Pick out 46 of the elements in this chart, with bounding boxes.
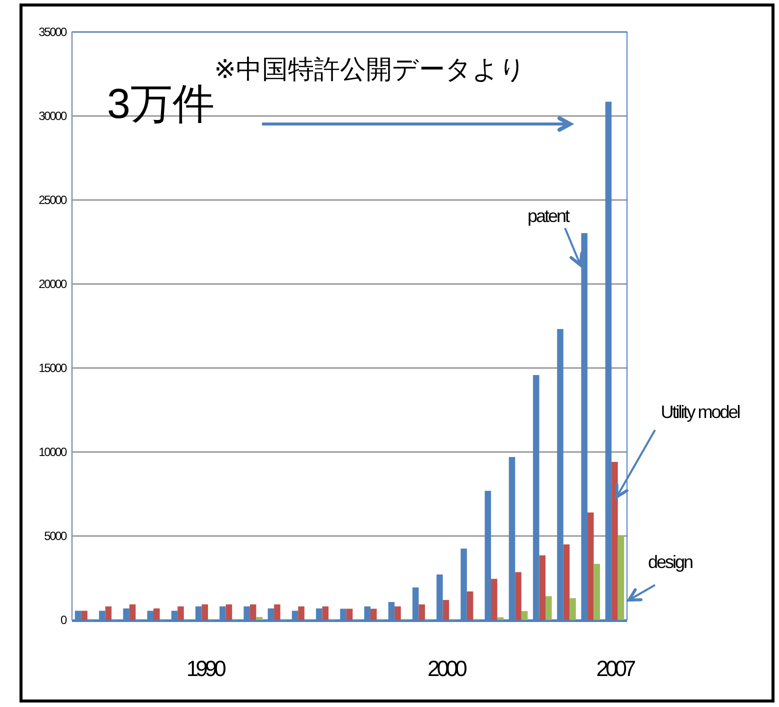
bar <box>563 544 570 620</box>
bar <box>105 606 112 620</box>
bar <box>594 564 600 620</box>
bar <box>521 611 528 620</box>
bar <box>546 596 552 620</box>
bar <box>442 600 450 620</box>
annotation: 3万件 <box>107 80 214 127</box>
bar <box>129 604 136 620</box>
y-tick-label: 10000 <box>38 445 68 460</box>
y-tick-label: 25000 <box>38 193 68 208</box>
bar <box>298 606 304 620</box>
bar <box>539 555 546 620</box>
y-tick-label: 35000 <box>38 25 68 40</box>
bar <box>274 604 280 620</box>
bar <box>587 512 594 620</box>
bar <box>202 604 208 620</box>
bar <box>418 604 425 620</box>
text: Utility model <box>660 402 740 422</box>
bar <box>612 462 618 620</box>
x-tick-label: 1990 <box>186 656 226 681</box>
y-tick-label: 5000 <box>44 529 68 544</box>
y-tick-label: 0 <box>60 613 68 628</box>
bar <box>394 606 401 620</box>
bar <box>497 617 504 620</box>
bar <box>618 536 624 620</box>
y-tick-label: 15000 <box>38 361 68 376</box>
bar <box>81 610 88 620</box>
bar <box>466 591 474 620</box>
bar <box>226 604 232 620</box>
bar <box>153 608 160 620</box>
y-tick-label: 20000 <box>38 277 68 292</box>
x-tick-label: 2007 <box>596 656 636 681</box>
bar <box>178 606 184 620</box>
bar <box>322 606 329 620</box>
bar <box>346 608 353 620</box>
bar <box>370 608 377 620</box>
series-label: patent <box>527 206 570 226</box>
series-label: design <box>648 552 693 572</box>
annotation: ※中国特許公開データより <box>214 54 526 84</box>
bar <box>491 578 498 620</box>
bar <box>250 604 256 620</box>
x-tick-label: 2000 <box>427 656 468 681</box>
bar <box>256 616 262 620</box>
bar <box>570 598 576 620</box>
bar <box>515 572 522 620</box>
y-tick-label: 30000 <box>38 109 68 124</box>
